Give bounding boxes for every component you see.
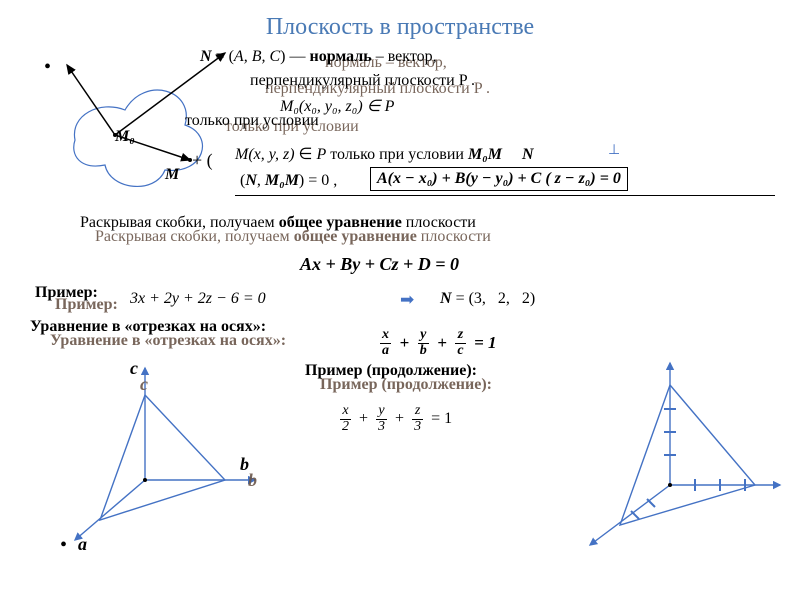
plus-paren: + ( <box>192 150 213 171</box>
bullet-2: • <box>60 534 67 557</box>
onlyif: только при условии <box>185 112 319 130</box>
example-label: Пример: <box>35 284 98 302</box>
intercepts-eq: xa + yb + zc = 1 <box>380 328 497 358</box>
intercepts-label: Уравнение в «отрезках на осях»: <box>30 318 266 336</box>
bottom-left-axes <box>60 360 270 550</box>
perp-icon: ⊥ <box>608 142 620 159</box>
page-title: Плоскость в пространстве <box>0 14 800 41</box>
perp-line: перпендикулярный плоскости P . <box>250 72 475 90</box>
axis-a-label: a <box>78 534 87 555</box>
normal-def: N = (A, B, C) — нормаль – вектор, <box>200 48 437 66</box>
M0-label: M₀ <box>115 128 135 146</box>
example-eq: 3x + 2y + 2z − 6 = 0 <box>130 290 266 308</box>
dot-product: (N, M₀M) = 0 , <box>240 172 337 190</box>
axis-c-label: c <box>130 358 138 379</box>
general-intro: Раскрывая скобки, получаем общее уравнен… <box>80 214 476 232</box>
general-eq: Ax + By + Cz + D = 0 <box>300 254 459 275</box>
axis-c-label-s: c <box>140 374 148 395</box>
axis-b-label-s: b <box>248 470 257 491</box>
example-N: N = (3, 2, 2) <box>440 290 535 308</box>
cont-eq: x2 + y3 + z3 = 1 <box>340 404 452 434</box>
boxed-eq: A(x − x₀) + B(y − y₀) + C ( z − z₀) = 0 <box>370 167 628 191</box>
cont-label: Пример (продолжение): <box>305 362 477 380</box>
bottom-right-axes <box>575 355 790 555</box>
M-formula: M(x, y, z) ∈ P только при условии M₀M N <box>235 144 534 164</box>
M-label: M <box>165 166 179 184</box>
bullet-1: • <box>44 56 51 79</box>
arrow-icon: ➡ <box>400 290 414 310</box>
